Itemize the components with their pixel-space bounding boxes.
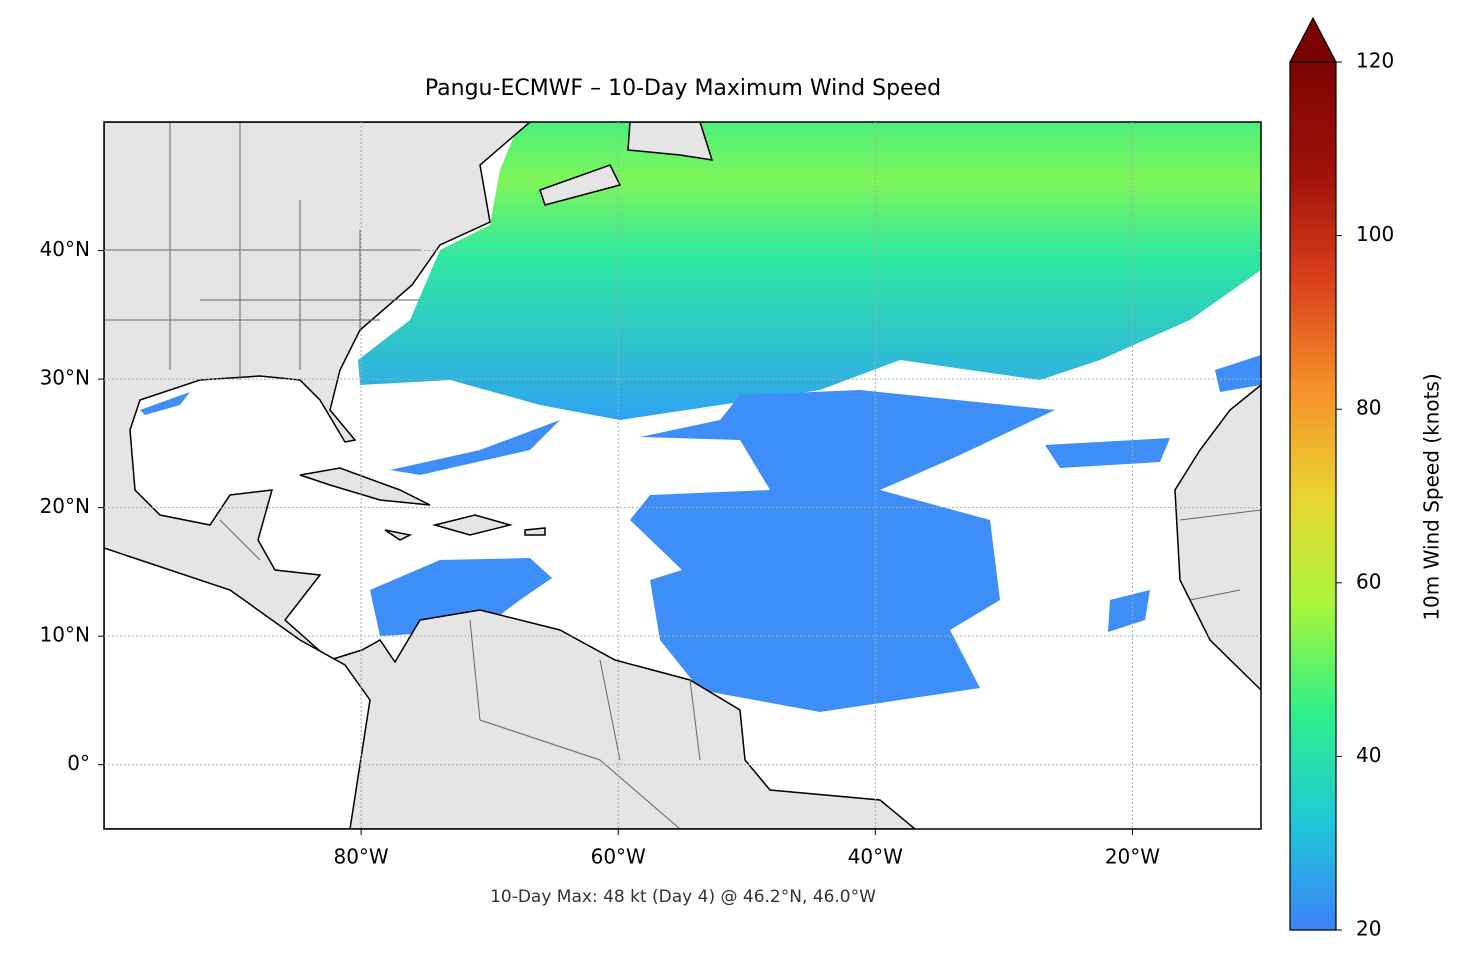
map-frame <box>103 121 1262 830</box>
land <box>1174 384 1261 692</box>
pacific <box>104 547 371 829</box>
x-tick-label: 20°W <box>1105 845 1160 869</box>
x-tick-label: 80°W <box>333 845 388 869</box>
annotation: 10-Day Max: 48 kt (Day 4) @ 46.2°N, 46.0… <box>490 887 876 907</box>
colorbar-label: 10m Wind Speed (knots) <box>1420 373 1444 620</box>
y-tick-label: 40°N <box>40 237 90 261</box>
y-tick-label: 30°N <box>40 366 90 390</box>
chart-title: Pangu-ECMWF – 10-Day Maximum Wind Speed <box>425 76 941 101</box>
land <box>299 122 714 541</box>
colorbar-tick-label: 20 <box>1356 917 1381 941</box>
y-tick-label: 10°N <box>40 623 90 647</box>
colorbar-tick-label: 60 <box>1356 569 1381 593</box>
colorbar-extend <box>1289 16 1337 63</box>
x-tick-label: 40°W <box>848 845 903 869</box>
colorbar-tick-label: 40 <box>1356 743 1381 767</box>
state-borders <box>104 122 1261 829</box>
colorbar <box>1289 61 1337 931</box>
x-tick-label: 60°W <box>591 845 646 869</box>
colorbar-tick-label: 80 <box>1356 396 1381 420</box>
y-tick-label: 20°N <box>40 494 90 518</box>
colorbar-tick-label: 100 <box>1356 222 1394 246</box>
colorbar-tick-label: 120 <box>1356 49 1394 73</box>
map-area <box>104 122 1261 829</box>
wind-field <box>630 390 1055 712</box>
wind-field <box>370 558 552 636</box>
y-tick-label: 0° <box>67 751 90 775</box>
wind-field <box>358 122 1261 420</box>
